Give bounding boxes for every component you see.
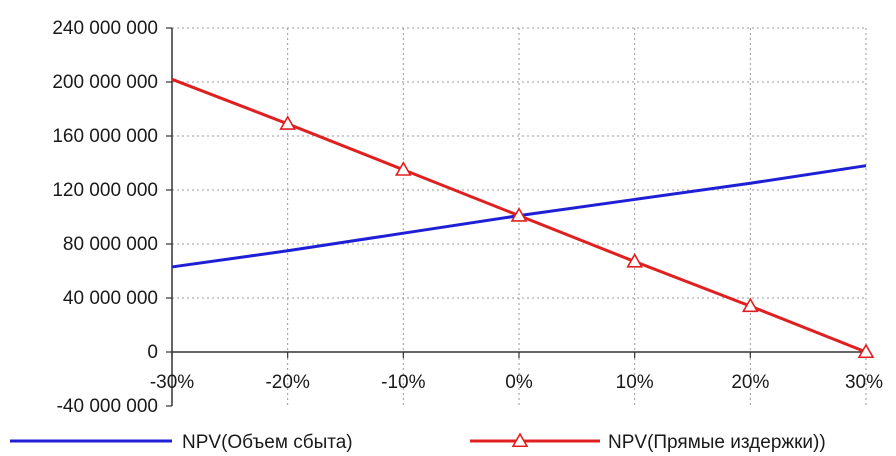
x-tick-label: -30%: [150, 372, 194, 393]
x-tick-label: 10%: [616, 372, 654, 393]
x-tick-label: -10%: [381, 372, 425, 393]
legend-label-1: NPV(Объем сбыта): [182, 432, 353, 453]
data-point-marker: [510, 207, 528, 222]
x-tick-label: 0%: [505, 372, 533, 393]
y-tick-label: -40 000 000: [57, 396, 158, 417]
legend-label-2: NPV(Прямые издержки)): [608, 432, 826, 453]
series-lines: [171, 77, 875, 359]
y-tick-label: 80 000 000: [63, 234, 158, 255]
data-point-marker: [741, 297, 759, 313]
data-point-marker: [394, 161, 412, 176]
x-tick-label: 30%: [845, 372, 883, 393]
data-point-marker: [857, 343, 875, 359]
legend: NPV(Объем сбыта) NPV(Прямые издержки)): [10, 432, 826, 453]
x-tick-labels: -30% -20% -10% 0% 10% 20% 30%: [150, 372, 883, 393]
y-tick-labels: 240 000 000 200 000 000 160 000 000 120 000…: [52, 18, 158, 417]
data-point-marker: [279, 115, 297, 130]
y-tick-label: 40 000 000: [63, 288, 158, 309]
y-tick-label: 200 000 000: [52, 72, 158, 93]
y-tick-label: 240 000 000: [52, 18, 158, 39]
y-tick-label: 120 000 000: [52, 180, 158, 201]
x-tick-label: -20%: [265, 372, 309, 393]
y-tick-label: 160 000 000: [52, 126, 158, 147]
legend-marker: [511, 432, 529, 448]
y-tick-label: 0: [147, 342, 158, 363]
data-point-marker: [626, 252, 644, 268]
x-tick-label: 20%: [731, 372, 769, 393]
